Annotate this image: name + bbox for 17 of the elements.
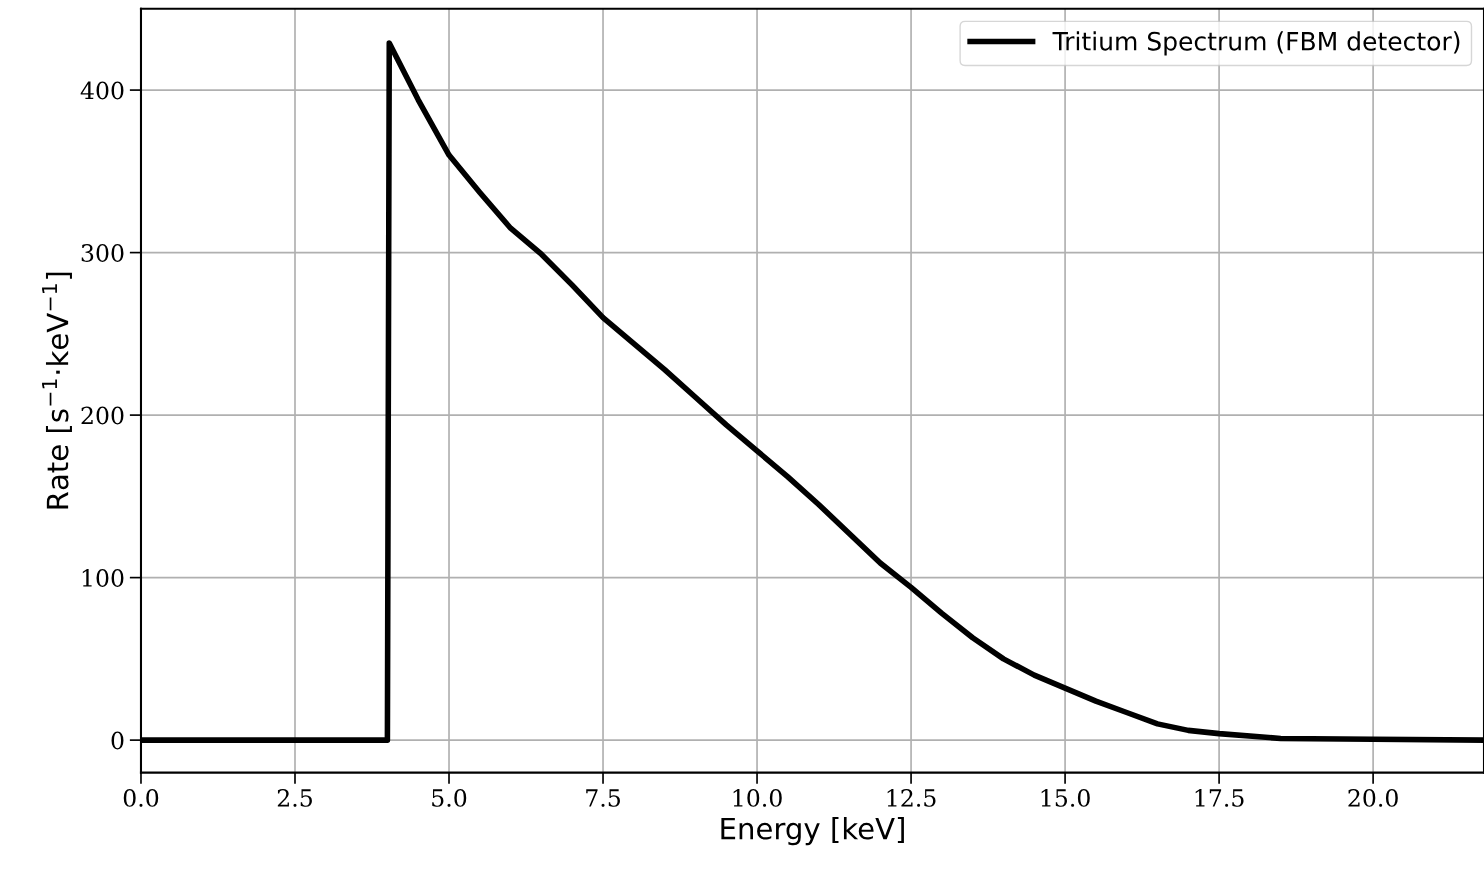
x-tick-label: 10.0 (733, 789, 782, 807)
x-tick-label: 12.5 (887, 789, 936, 807)
x-tick-label: 2.5 (277, 789, 312, 807)
x-tick-label: 5.0 (432, 789, 467, 807)
y-tick-label: 300 (81, 244, 124, 262)
x-tick-label: 17.5 (1195, 789, 1244, 807)
y-tick-label: 200 (81, 406, 124, 425)
x-tick-label: 20.0 (1348, 789, 1398, 807)
y-axis-title: Rate [s$^{−1}$·keV$^{−1}$] (42, 272, 72, 509)
y-tick-label: 100 (82, 569, 124, 587)
y-tick-label: 0 (111, 731, 124, 750)
x-tick-label: 15.0 (1041, 789, 1090, 807)
x-tick-label: 7.5 (586, 789, 620, 807)
x-tick-label: 0.0 (123, 789, 159, 807)
legend-label: Tritium Spectrum (FBM detector) (1052, 31, 1460, 56)
x-axis-title: Energy [keV] (721, 817, 904, 846)
y-tick-label: 400 (80, 81, 124, 100)
